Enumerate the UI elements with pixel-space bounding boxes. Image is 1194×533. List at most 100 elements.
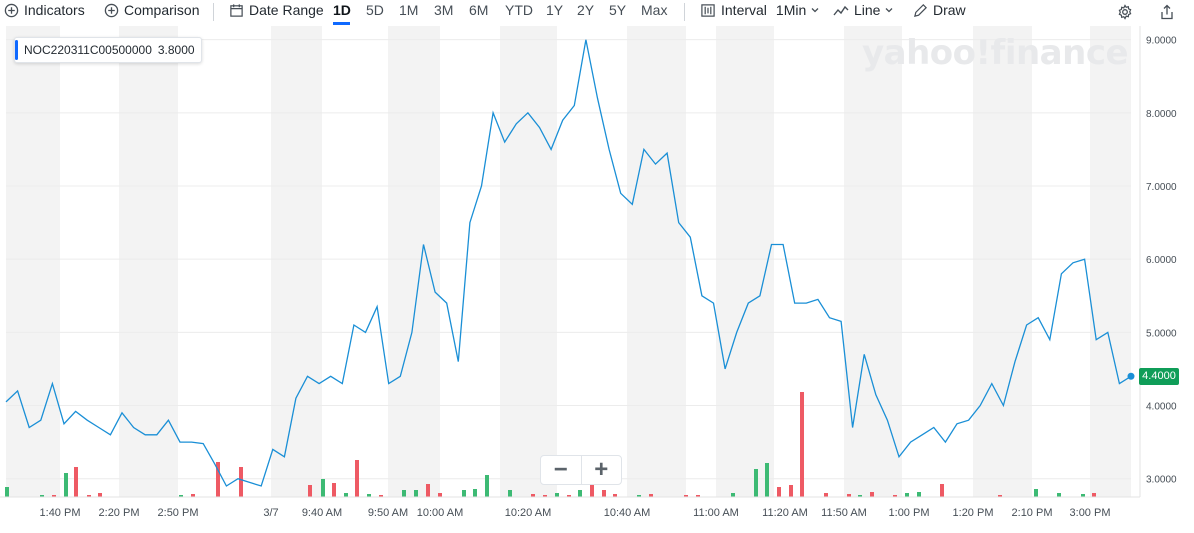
gear-icon <box>1118 4 1132 20</box>
volume-bar <box>64 473 68 497</box>
volume-bar <box>462 490 466 497</box>
session-band <box>271 26 322 497</box>
volume-bar <box>98 493 102 497</box>
volume-bar <box>191 494 195 497</box>
volume-bar <box>800 392 804 497</box>
volume-bar <box>613 494 617 497</box>
x-tick-label: 1:00 PM <box>889 507 930 519</box>
volume-bar <box>858 495 862 497</box>
range-5y[interactable]: 5Y <box>609 2 627 18</box>
chart-type-button[interactable]: Line <box>833 2 893 18</box>
x-tick-label: 1:20 PM <box>953 507 994 519</box>
x-tick-label: 2:50 PM <box>158 507 199 519</box>
range-5d[interactable]: 5D <box>366 2 384 18</box>
volume-bar <box>696 495 700 497</box>
toolbar-divider <box>684 3 685 21</box>
zoom-out-button[interactable]: − <box>553 456 568 483</box>
volume-bar <box>485 475 489 497</box>
session-band <box>627 26 686 497</box>
y-tick-label: 9.0000 <box>1146 36 1177 47</box>
indicators-button[interactable]: Indicators <box>4 2 85 18</box>
candlestick-icon <box>701 3 715 17</box>
price-series-line <box>5 39 1132 487</box>
volume-bar <box>893 495 897 497</box>
plus-circle-icon <box>4 3 19 17</box>
volume-bar <box>87 495 91 497</box>
volume-bar <box>1081 494 1085 497</box>
active-range-indicator <box>333 22 350 25</box>
comparison-label: Comparison <box>124 2 200 18</box>
comparison-button[interactable]: Comparison <box>104 2 199 18</box>
volume-bar <box>567 495 571 497</box>
volume-bar <box>321 479 325 497</box>
interval-label: Interval <box>721 2 767 18</box>
series-legend[interactable]: NOC220311C00500000 3.8000 <box>14 37 202 63</box>
volume-bar <box>367 494 371 497</box>
share-icon <box>1161 4 1173 20</box>
legend-color-bar <box>15 40 18 60</box>
range-1d[interactable]: 1D <box>333 2 351 18</box>
y-tick-label: 5.0000 <box>1146 328 1177 339</box>
volume-bar <box>905 493 909 497</box>
volume-bar <box>438 493 442 497</box>
session-band <box>6 26 60 497</box>
range-ytd[interactable]: YTD <box>505 2 533 18</box>
chart-toolbar: Indicators Comparison Date Range 1D 5D 1… <box>0 0 1194 26</box>
last-price-dot <box>1127 372 1135 380</box>
session-band <box>388 26 440 497</box>
range-6m[interactable]: 6M <box>469 2 489 18</box>
x-tick-label: 2:20 PM <box>99 507 140 519</box>
range-1y[interactable]: 1Y <box>546 2 564 18</box>
price-chart[interactable]: 9.0000 8.0000 7.0000 6.0000 5.0000 4.0000 3.00… <box>0 26 1194 533</box>
toolbar-divider <box>213 3 214 21</box>
x-tick-label: 11:20 AM <box>762 507 808 519</box>
draw-label: Draw <box>933 2 966 18</box>
settings-button[interactable] <box>1117 4 1133 23</box>
range-1m[interactable]: 1M <box>399 2 419 18</box>
volume-bar <box>765 463 769 497</box>
y-tick-label: 4.0000 <box>1146 402 1177 413</box>
plus-circle-icon <box>104 3 119 17</box>
volume-bar <box>379 495 383 497</box>
volume-bar <box>426 484 430 497</box>
volume-bar <box>940 484 944 497</box>
chart-type-label: Line <box>854 2 881 18</box>
x-tick-label: 9:40 AM <box>302 507 342 519</box>
draw-button[interactable]: Draw <box>913 2 966 18</box>
pencil-icon <box>914 3 927 17</box>
volume-bar <box>74 467 78 497</box>
volume-bar <box>179 495 183 497</box>
volume-bar <box>754 469 758 497</box>
legend-symbol: NOC220311C00500000 <box>24 43 152 57</box>
session-band <box>973 26 1032 497</box>
volume-bar <box>543 495 547 497</box>
zoom-in-button[interactable]: + <box>580 456 622 484</box>
x-tick-label: 2:10 PM <box>1012 507 1053 519</box>
range-3m[interactable]: 3M <box>434 2 454 18</box>
indicators-label: Indicators <box>24 2 85 18</box>
volume-bar <box>590 483 594 497</box>
range-2y[interactable]: 2Y <box>577 2 595 18</box>
volume-bar <box>355 460 359 497</box>
share-button[interactable] <box>1159 4 1175 23</box>
y-tick-label: 8.0000 <box>1146 109 1177 120</box>
line-chart-icon <box>833 5 849 16</box>
interval-button[interactable]: Interval 1Min <box>700 2 819 18</box>
volume-bar <box>239 467 243 497</box>
interval-value: 1Min <box>775 2 807 18</box>
x-tick-label: 1:40 PM <box>40 507 81 519</box>
range-max[interactable]: Max <box>641 2 668 18</box>
volume-bar <box>602 490 606 497</box>
x-tick-label: 10:00 AM <box>417 507 463 519</box>
chevron-down-icon <box>811 8 819 13</box>
volume-bar <box>998 495 1002 497</box>
volume-bar <box>5 487 9 497</box>
volume-bar <box>847 494 851 497</box>
x-tick-label: 3:00 PM <box>1070 507 1111 519</box>
volume-bar <box>1092 493 1096 497</box>
x-tick-label: 11:50 AM <box>821 507 867 519</box>
session-band <box>119 26 178 497</box>
volume-bar <box>508 490 512 497</box>
volume-bar <box>870 492 874 497</box>
date-range-button[interactable]: Date Range <box>229 2 324 18</box>
